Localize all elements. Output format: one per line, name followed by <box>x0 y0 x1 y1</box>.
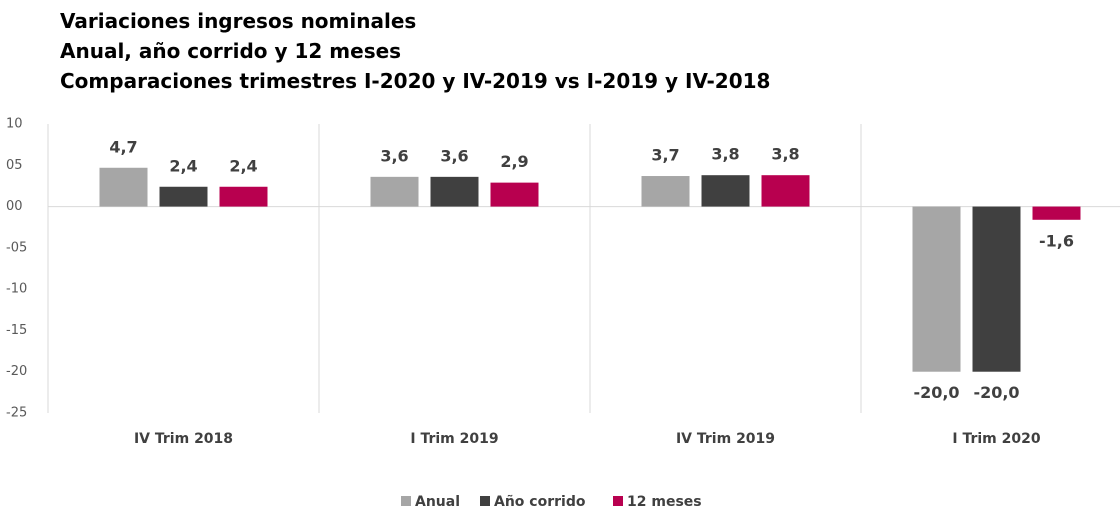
bar <box>1032 206 1081 220</box>
value-label: 3,6 <box>440 146 468 165</box>
value-label: 3,8 <box>771 145 799 164</box>
x-tick-label: IV Trim 2019 <box>676 431 775 447</box>
chart-title: Anual, año corrido y 12 meses <box>60 39 401 63</box>
value-label: 2,4 <box>229 156 257 175</box>
y-tick-label: 00 <box>6 199 23 214</box>
y-tick-label: -05 <box>6 240 27 255</box>
value-label: -20,0 <box>973 383 1019 402</box>
legend-swatch <box>401 496 411 506</box>
bar <box>99 167 148 207</box>
y-tick-label: -10 <box>6 282 27 297</box>
value-label: 3,6 <box>380 146 408 165</box>
chart-title: Variaciones ingresos nominales <box>60 9 416 33</box>
value-label: 4,7 <box>109 137 137 156</box>
x-tick-label: I Trim 2019 <box>410 431 498 447</box>
y-tick-label: 05 <box>6 158 23 173</box>
bar <box>159 186 208 207</box>
value-label: 3,7 <box>651 146 679 165</box>
value-label: 2,9 <box>500 152 528 171</box>
bar <box>219 186 268 207</box>
bar <box>490 182 539 207</box>
legend-label: Año corrido <box>494 494 586 510</box>
value-label: 2,4 <box>169 156 197 175</box>
x-tick-label: I Trim 2020 <box>952 431 1040 447</box>
legend-swatch <box>480 496 490 506</box>
bar <box>912 206 961 372</box>
legend-swatch <box>613 496 623 506</box>
value-label: 3,8 <box>711 145 739 164</box>
chart-title: Comparaciones trimestres I-2020 y IV-201… <box>60 69 770 93</box>
bar <box>701 175 750 207</box>
x-tick-label: IV Trim 2018 <box>134 431 233 447</box>
y-tick-label: 10 <box>6 117 23 132</box>
bar <box>761 175 810 207</box>
value-label: -1,6 <box>1039 231 1074 250</box>
bar <box>972 206 1021 372</box>
bar <box>641 176 690 207</box>
bar <box>370 176 419 207</box>
y-tick-label: -25 <box>6 406 27 421</box>
y-tick-label: -20 <box>6 364 27 379</box>
legend-label: Anual <box>415 494 460 510</box>
bar <box>430 176 479 207</box>
legend-label: 12 meses <box>627 494 702 510</box>
y-tick-label: -15 <box>6 323 27 338</box>
value-label: -20,0 <box>913 383 959 402</box>
